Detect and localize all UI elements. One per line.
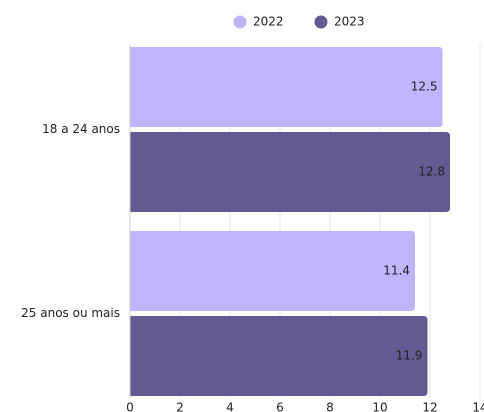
x-tick-label: 12 xyxy=(422,401,437,412)
x-tick-label: 4 xyxy=(226,401,234,412)
bar xyxy=(130,47,443,127)
value-label: 12.8 xyxy=(418,165,445,179)
x-tick-label: 14 xyxy=(472,401,484,412)
y-tick-label: 18 a 24 anos xyxy=(42,122,120,136)
x-tick-label: 8 xyxy=(326,401,334,412)
x-tick-label: 10 xyxy=(372,401,387,412)
legend-label: 2023 xyxy=(334,15,365,29)
x-tick-label: 2 xyxy=(176,401,184,412)
y-tick-label: 25 anos ou mais xyxy=(21,306,120,320)
value-label: 11.4 xyxy=(383,264,410,278)
value-label: 11.9 xyxy=(396,349,423,363)
value-label: 12.5 xyxy=(411,80,438,94)
legend-label: 2022 xyxy=(253,15,284,29)
legend-swatch xyxy=(233,15,247,29)
bar xyxy=(130,316,428,396)
bar xyxy=(130,132,450,212)
bar xyxy=(130,231,415,311)
x-tick-label: 0 xyxy=(126,401,134,412)
x-tick-label: 6 xyxy=(276,401,284,412)
legend-swatch xyxy=(314,15,328,29)
